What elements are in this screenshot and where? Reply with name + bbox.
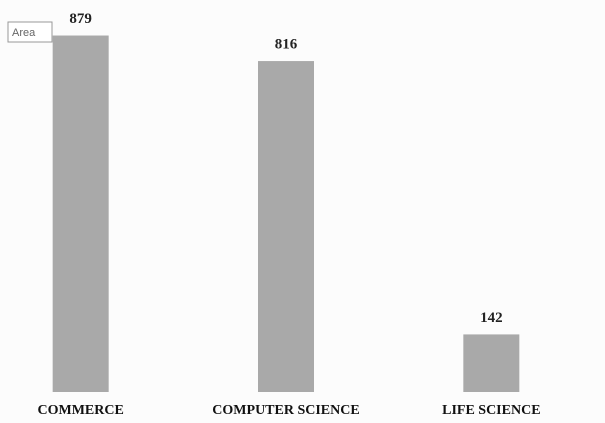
value-label: 816 xyxy=(275,37,298,53)
x-tick-label: COMPUTER SCIENCE xyxy=(212,403,359,418)
x-tick-label: LIFE SCIENCE xyxy=(442,403,540,418)
bar xyxy=(258,61,314,393)
annotation-box xyxy=(7,21,53,43)
bar xyxy=(52,35,109,393)
x-tick-label: COMMERCE xyxy=(38,403,124,418)
bar xyxy=(463,334,520,392)
value-label: 142 xyxy=(480,310,503,326)
annotation: Area xyxy=(12,27,36,39)
value-label: 879 xyxy=(69,11,92,27)
